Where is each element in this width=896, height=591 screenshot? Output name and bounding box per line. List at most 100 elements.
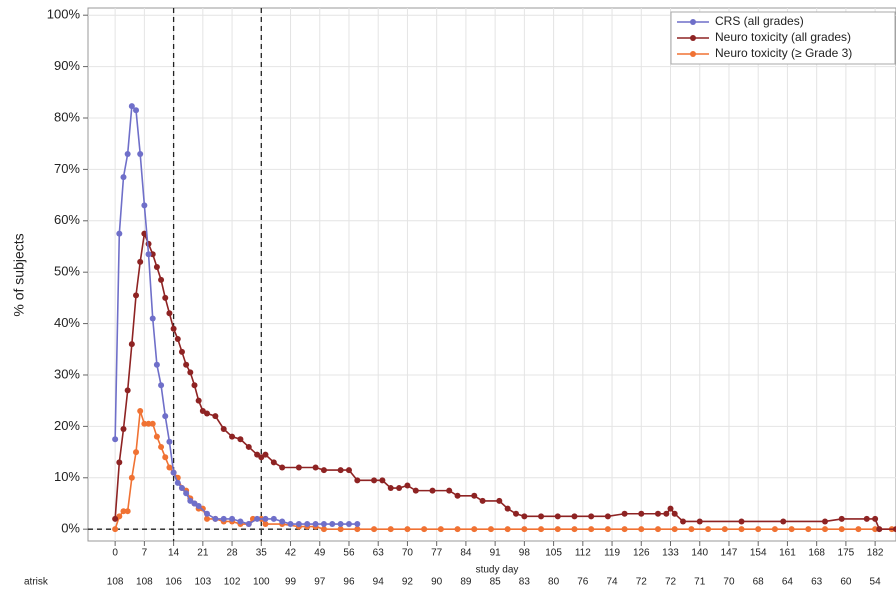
data-point bbox=[893, 526, 896, 533]
at-risk-count: 70 bbox=[723, 577, 735, 588]
data-point bbox=[162, 413, 169, 420]
x-tick-label: 21 bbox=[197, 548, 209, 559]
data-point bbox=[446, 487, 453, 494]
at-risk-count: 89 bbox=[460, 577, 472, 588]
data-point bbox=[262, 521, 269, 528]
at-risk-count: 68 bbox=[753, 577, 765, 588]
data-point bbox=[404, 526, 411, 533]
data-point bbox=[387, 485, 394, 492]
data-point bbox=[788, 526, 795, 533]
legend-label: CRS (all grades) bbox=[715, 14, 804, 28]
data-point bbox=[245, 521, 252, 528]
at-risk-count: 90 bbox=[431, 577, 443, 588]
data-point bbox=[538, 526, 545, 533]
data-point bbox=[504, 526, 511, 533]
data-point bbox=[170, 469, 177, 476]
data-point bbox=[237, 436, 244, 443]
data-point bbox=[855, 526, 862, 533]
at-risk-count: 108 bbox=[136, 577, 153, 588]
x-tick-label: 112 bbox=[575, 548, 591, 559]
data-point bbox=[262, 451, 269, 458]
at-risk-count: 92 bbox=[402, 577, 414, 588]
y-tick-label: 0% bbox=[61, 521, 80, 536]
data-point bbox=[604, 526, 611, 533]
data-point bbox=[178, 348, 185, 355]
at-risk-count: 74 bbox=[606, 577, 618, 588]
data-point bbox=[371, 526, 378, 533]
data-point bbox=[112, 436, 119, 443]
data-point bbox=[471, 492, 478, 499]
x-tick-label: 42 bbox=[285, 548, 297, 559]
data-point bbox=[621, 526, 628, 533]
x-tick-label: 182 bbox=[867, 548, 884, 559]
y-tick-label: 40% bbox=[54, 315, 80, 330]
data-point bbox=[654, 526, 661, 533]
x-tick-label: 77 bbox=[431, 548, 443, 559]
data-point bbox=[137, 407, 144, 414]
data-point bbox=[262, 515, 269, 522]
data-point bbox=[141, 420, 148, 427]
data-point bbox=[204, 515, 211, 522]
data-point bbox=[145, 251, 152, 258]
at-risk-count: 72 bbox=[665, 577, 677, 588]
at-risk-count: 100 bbox=[253, 577, 270, 588]
at-risk-count: 83 bbox=[519, 577, 531, 588]
at-risk-count: 60 bbox=[840, 577, 852, 588]
data-point bbox=[120, 508, 127, 515]
data-point bbox=[124, 150, 131, 157]
data-point bbox=[128, 474, 135, 481]
data-point bbox=[554, 513, 561, 520]
data-point bbox=[162, 294, 169, 301]
data-point bbox=[396, 485, 403, 492]
at-risk-count: 72 bbox=[636, 577, 648, 588]
data-point bbox=[771, 526, 778, 533]
data-point bbox=[337, 521, 344, 528]
data-point bbox=[112, 526, 119, 533]
at-risk-count: 94 bbox=[373, 577, 385, 588]
data-point bbox=[487, 526, 494, 533]
data-point bbox=[145, 420, 152, 427]
data-point bbox=[237, 518, 244, 525]
data-point bbox=[872, 526, 879, 533]
data-point bbox=[705, 526, 712, 533]
data-point bbox=[279, 518, 286, 525]
at-risk-count: 71 bbox=[694, 577, 706, 588]
at-risk-count: 96 bbox=[343, 577, 355, 588]
y-tick-label: 50% bbox=[54, 264, 80, 279]
data-point bbox=[128, 341, 135, 348]
x-tick-label: 63 bbox=[373, 548, 385, 559]
data-point bbox=[671, 526, 678, 533]
data-point bbox=[638, 510, 645, 517]
data-point bbox=[149, 420, 156, 427]
data-point bbox=[838, 526, 845, 533]
data-point bbox=[120, 425, 127, 432]
x-tick-label: 105 bbox=[545, 548, 562, 559]
data-point bbox=[822, 526, 829, 533]
series-line bbox=[114, 410, 892, 530]
x-axis-label: study day bbox=[476, 565, 519, 576]
at-risk-count: 103 bbox=[194, 577, 211, 588]
data-point bbox=[387, 526, 394, 533]
data-point bbox=[204, 510, 211, 517]
data-point bbox=[404, 482, 411, 489]
data-point bbox=[137, 150, 144, 157]
x-tick-label: 14 bbox=[168, 548, 180, 559]
at-risk-count: 54 bbox=[870, 577, 882, 588]
data-point bbox=[738, 518, 745, 525]
data-point bbox=[680, 518, 687, 525]
data-point bbox=[229, 433, 236, 440]
data-point bbox=[270, 515, 277, 522]
at-risk-count: 85 bbox=[490, 577, 502, 588]
data-point bbox=[166, 464, 173, 471]
data-point bbox=[191, 382, 198, 389]
data-point bbox=[270, 459, 277, 466]
data-point bbox=[183, 490, 190, 497]
y-tick-label: 10% bbox=[54, 469, 80, 484]
data-point bbox=[174, 479, 181, 486]
data-point bbox=[195, 397, 202, 404]
data-point bbox=[304, 521, 311, 528]
data-point bbox=[133, 292, 140, 299]
y-tick-label: 80% bbox=[54, 109, 80, 124]
y-tick-label: 30% bbox=[54, 366, 80, 381]
x-tick-label: 0 bbox=[112, 548, 118, 559]
